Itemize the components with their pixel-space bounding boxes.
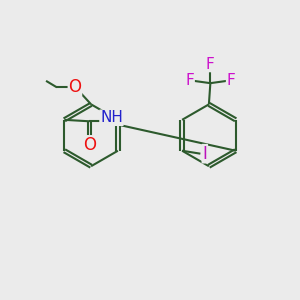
Text: F: F (206, 56, 215, 71)
Text: NH: NH (100, 110, 123, 125)
Text: F: F (226, 73, 235, 88)
Text: O: O (68, 78, 81, 96)
Text: I: I (202, 145, 207, 163)
Text: O: O (83, 136, 96, 154)
Text: F: F (185, 73, 194, 88)
